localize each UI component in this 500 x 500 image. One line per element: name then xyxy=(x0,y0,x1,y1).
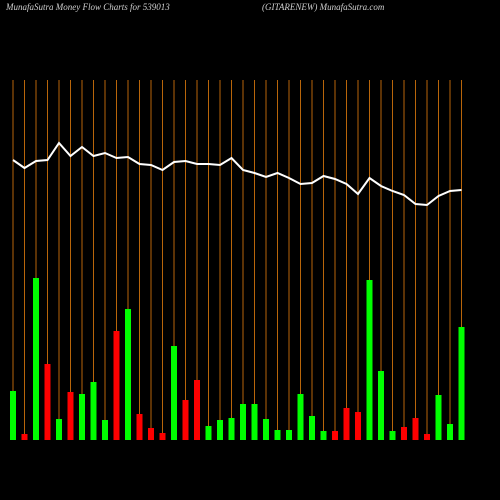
bar xyxy=(343,408,350,440)
bar xyxy=(378,371,384,440)
bar xyxy=(10,391,16,440)
bar xyxy=(320,431,327,440)
bar xyxy=(182,400,189,440)
bar xyxy=(274,430,281,440)
bar xyxy=(148,428,154,440)
bar xyxy=(447,424,453,440)
bar xyxy=(125,309,131,440)
bar xyxy=(102,420,108,440)
money-flow-line xyxy=(12,141,462,207)
bar xyxy=(67,392,74,440)
bar xyxy=(217,420,223,440)
bar xyxy=(424,434,430,440)
bar xyxy=(309,416,315,440)
bar xyxy=(355,412,361,440)
bar xyxy=(194,380,200,440)
bar xyxy=(79,394,85,440)
bar xyxy=(401,427,407,440)
bar xyxy=(435,395,442,440)
bar xyxy=(21,434,28,440)
bar xyxy=(389,431,396,440)
bar xyxy=(171,346,177,440)
bar xyxy=(113,331,120,440)
bar xyxy=(136,414,143,440)
bar xyxy=(286,430,292,440)
bar xyxy=(297,394,304,440)
bar xyxy=(44,364,51,440)
bar xyxy=(251,404,258,440)
bar xyxy=(366,280,373,440)
bar xyxy=(90,382,97,440)
bar xyxy=(56,419,62,440)
bar xyxy=(458,327,465,440)
bar xyxy=(228,418,235,440)
bar xyxy=(240,404,246,440)
chart-subtitle: (GITARENEW) MunafaSutra.com xyxy=(262,2,385,12)
bar xyxy=(263,419,269,440)
bar xyxy=(412,418,419,440)
bar xyxy=(33,278,39,440)
chart-title: MunafaSutra Money Flow Charts for 539013 xyxy=(5,2,170,12)
bar xyxy=(205,426,212,440)
bar xyxy=(159,433,166,440)
bar xyxy=(332,431,338,440)
